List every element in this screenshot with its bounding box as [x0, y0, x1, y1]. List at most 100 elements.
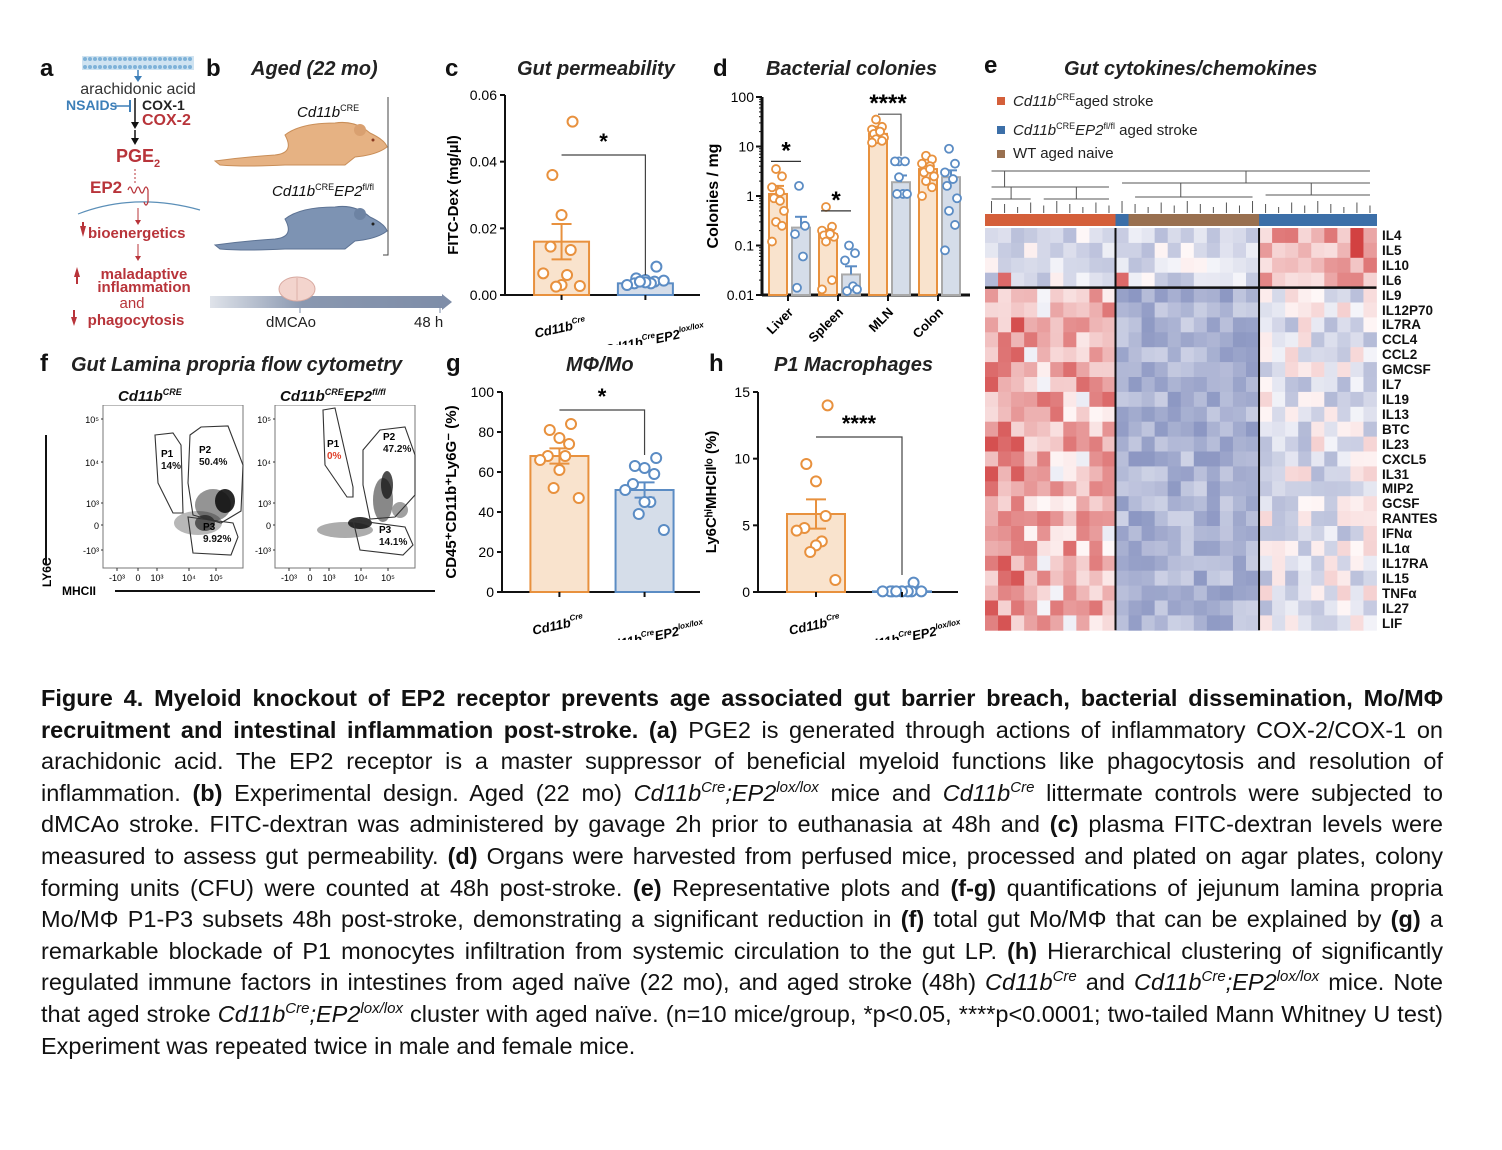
heatmap-cell — [1219, 585, 1234, 601]
heatmap-cell — [1324, 242, 1338, 259]
heatmap-cell — [1154, 406, 1169, 423]
heatmap-cell — [1259, 421, 1273, 437]
heatmap-cell — [1089, 600, 1103, 616]
heatmap-cell — [1206, 526, 1221, 542]
heatmap-cell — [1232, 421, 1247, 437]
heatmap-cell — [1298, 272, 1312, 288]
heatmap-cell — [998, 272, 1012, 288]
heatmap-cell — [1285, 570, 1299, 586]
heatmap-cell — [1298, 391, 1312, 408]
heatmap-cell — [1193, 272, 1208, 288]
heatmap-cell — [1089, 362, 1103, 378]
heatmap-cell — [1285, 466, 1299, 482]
heatmap-cell — [1350, 555, 1364, 572]
heatmap-cell — [1011, 377, 1025, 393]
gene-label: IL27 — [1382, 600, 1410, 616]
heatmap-cell — [1050, 242, 1064, 259]
heatmap-cell — [1246, 377, 1260, 393]
heatmap-cell — [1102, 570, 1116, 586]
heatmap-cell — [1298, 481, 1312, 497]
heatmap-cell — [1285, 391, 1299, 408]
gate-percentage: 9.92% — [203, 534, 231, 545]
heatmap-cell — [1167, 511, 1182, 527]
data-point — [817, 284, 827, 295]
panel-label-g: g — [446, 350, 461, 377]
gate-p2 — [362, 426, 416, 520]
group-bar-cell — [1037, 214, 1051, 226]
heatmap-cell — [1285, 511, 1299, 527]
heatmap-cell — [998, 242, 1012, 259]
heatmap-cell — [1259, 391, 1273, 408]
heatmap-cell — [1063, 257, 1077, 274]
heatmap-cell — [1102, 347, 1116, 363]
heatmap-cell — [1193, 526, 1208, 542]
heatmap-cell — [1363, 272, 1377, 288]
chart-c-title: Gut permeability — [517, 58, 675, 80]
panel-label-f: f — [40, 350, 48, 377]
heatmap-cell — [1272, 317, 1286, 333]
heatmap-cell — [1089, 585, 1103, 601]
heatmap-cell — [1076, 436, 1090, 452]
figure-caption: Figure 4. Myeloid knockout of EP2 recept… — [41, 685, 1444, 1059]
data-point — [563, 438, 576, 450]
gene-label: IL4 — [1382, 228, 1402, 243]
group-bar-cell — [1102, 214, 1116, 226]
heatmap-cell — [1024, 391, 1038, 408]
heatmap-cell — [1011, 481, 1025, 497]
group-bar-cell — [1272, 214, 1286, 226]
data-point — [544, 240, 557, 253]
data-point — [638, 462, 651, 474]
data-point — [840, 255, 850, 266]
x-tick-label: 0 — [307, 573, 312, 583]
heatmap-cell — [1259, 615, 1273, 631]
group-bar-cell — [1024, 214, 1038, 226]
group-bar-cell — [1232, 214, 1247, 226]
heatmap-cell — [1128, 570, 1142, 586]
heatmap-cell — [1141, 540, 1156, 557]
heatmap-cell — [1272, 600, 1286, 616]
heatmap-cell — [985, 228, 999, 244]
heatmap-cell — [1193, 362, 1208, 378]
heatmap-cell — [1076, 391, 1090, 408]
heatmap-cell — [1128, 377, 1142, 393]
heatmap-cell — [1206, 555, 1221, 572]
heatmap-cell — [1024, 377, 1038, 393]
y-tick-label: 0.06 — [470, 87, 497, 103]
heatmap-cell — [1063, 406, 1077, 423]
heatmap-cell — [1180, 600, 1195, 616]
heatmap-cell — [1154, 421, 1169, 437]
heatmap-cell — [985, 377, 999, 393]
heatmap-cell — [1128, 317, 1142, 333]
heatmap-cell — [1154, 600, 1169, 616]
heatmap-title: Gut cytokines/chemokines — [1064, 58, 1318, 80]
heatmap-cell — [1011, 585, 1025, 601]
heatmap-cell — [1232, 466, 1247, 482]
heatmap-cell — [1337, 347, 1351, 363]
x-tick-label: 0 — [135, 573, 140, 583]
heatmap-cell — [1063, 496, 1077, 512]
heatmap-cell — [1115, 272, 1129, 288]
heatmap-cell — [1285, 377, 1299, 393]
legend-item: Cd11bCREEP2fl/fl aged stroke — [997, 121, 1198, 139]
heatmap-cell — [1259, 466, 1273, 482]
heatmap-cell — [1037, 540, 1051, 557]
heatmap-cell — [1324, 555, 1338, 572]
x-tick-label: -10³ — [109, 573, 125, 583]
data-point — [917, 191, 927, 201]
heatmap-cell — [1167, 347, 1182, 363]
data-point — [559, 450, 572, 462]
heatmap-cell — [1246, 362, 1260, 378]
heatmap-cell — [985, 555, 999, 572]
heatmap-cell — [1206, 451, 1221, 467]
heatmap-cell — [1246, 481, 1260, 497]
heatmap-cell — [1285, 257, 1299, 274]
heatmap-cell — [1324, 526, 1338, 542]
heatmap-cell — [1167, 421, 1182, 437]
heatmap-cell — [1193, 585, 1208, 601]
gene-label: IL12P70 — [1382, 302, 1434, 318]
heatmap-cell — [1128, 391, 1142, 408]
heatmap-cell — [1259, 377, 1273, 393]
heatmap-cell — [1154, 526, 1169, 542]
heatmap-cell — [1259, 451, 1273, 467]
heatmap-cell — [1037, 228, 1051, 244]
